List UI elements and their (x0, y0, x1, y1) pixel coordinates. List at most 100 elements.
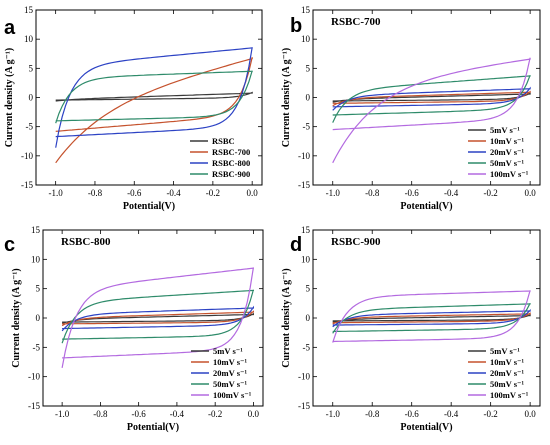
x-tick-label: -0.4 (444, 409, 459, 419)
x-tick-label: -1.0 (55, 409, 70, 419)
series-curve-3 (332, 303, 531, 334)
series-curve-4 (61, 267, 254, 369)
y-axis-label: Current density (A g⁻¹) (281, 268, 292, 367)
x-axis-label: Potential(V) (123, 201, 175, 212)
x-tick-label: -0.8 (365, 188, 380, 198)
legend-label: 5mV s⁻¹ (213, 346, 243, 356)
x-tick-label: -1.0 (326, 409, 341, 419)
x-tick-label: -1.0 (49, 188, 64, 198)
series-curve-3 (61, 289, 254, 344)
x-tick-label: -0.2 (206, 188, 220, 198)
y-tick-label: -15 (28, 401, 40, 411)
y-tick-label: 10 (301, 34, 311, 44)
chart-panel-b: -15 -10 -5 0 5 10 15 -1.0 -0.8 -0.6 -0.4 -0.2 0.0 Pot… (281, 5, 541, 212)
panel-title: RSBC-700 (331, 16, 381, 28)
series-curve-1 (55, 57, 253, 164)
y-tick-label: 5 (306, 63, 311, 73)
panel-label: a (4, 17, 16, 39)
series-curve-1 (332, 90, 531, 107)
y-tick-label: 10 (31, 254, 41, 264)
y-tick-label: 15 (301, 225, 311, 235)
y-tick-label: 10 (301, 254, 311, 264)
x-tick-label: -0.8 (93, 409, 108, 419)
series-curve-0 (332, 314, 531, 323)
series-curve-1 (61, 310, 254, 327)
y-tick-label: 15 (24, 5, 34, 15)
y-tick-label: -15 (298, 401, 310, 411)
y-tick-label: -10 (28, 372, 40, 382)
panel-label: c (4, 234, 15, 256)
panel-label: b (290, 15, 302, 37)
series-curve-0 (332, 92, 531, 103)
legend-label: RSBC-700 (212, 147, 250, 157)
x-axis-label: Potential(V) (400, 422, 452, 433)
series-curve-2 (332, 309, 531, 328)
y-tick-label: -5 (26, 122, 34, 132)
panel-title: RSBC-800 (61, 236, 111, 248)
x-tick-label: -0.8 (88, 188, 103, 198)
panel-label: d (290, 234, 302, 256)
x-tick-label: -1.0 (326, 188, 341, 198)
y-tick-label: 0 (36, 313, 41, 323)
chart-panel-c: -15 -10 -5 0 5 10 15 -1.0 -0.8 -0.6 -0.4 -0.2 0.0 Pot… (4, 225, 264, 433)
legend-label: 5mV s⁻¹ (490, 125, 520, 135)
series-curve-2 (61, 305, 254, 332)
y-tick-label: -5 (303, 122, 311, 132)
legend-label: 50mV s⁻¹ (490, 379, 524, 389)
series-curve-3 (332, 75, 531, 123)
y-tick-label: -10 (298, 372, 310, 382)
legend-label: 10mV s⁻¹ (490, 357, 524, 367)
y-axis-label: Current density (A g⁻¹) (281, 48, 292, 147)
legend-label: RSBC-900 (212, 169, 250, 179)
x-tick-label: -0.8 (365, 409, 380, 419)
series-curve-0 (55, 91, 253, 102)
x-tick-label: 0.0 (248, 409, 260, 419)
x-tick-label: -0.6 (127, 188, 142, 198)
panel-title: RSBC-900 (331, 236, 381, 248)
legend-label: RSBC-800 (212, 158, 250, 168)
y-tick-label: -5 (303, 342, 311, 352)
y-tick-label: -5 (33, 342, 41, 352)
legend-label: 100mV s⁻¹ (490, 390, 529, 400)
x-tick-label: -0.6 (132, 409, 147, 419)
x-tick-label: -0.2 (484, 409, 498, 419)
series-curve-1 (332, 312, 531, 325)
x-tick-label: -0.4 (444, 188, 459, 198)
legend-label: RSBC (212, 136, 235, 146)
x-tick-label: 0.0 (247, 188, 259, 198)
legend-label: 10mV s⁻¹ (213, 357, 247, 367)
series-curve-4 (332, 57, 531, 164)
chart-panel-a: -15 -10 -5 0 5 10 15 -1.0 -0.8 -0.6 -0.4 -0.2 0.0 Pot… (4, 5, 263, 212)
x-tick-label: -0.4 (170, 409, 185, 419)
y-tick-label: 15 (301, 5, 311, 15)
series-curve-3 (55, 70, 253, 124)
y-tick-label: 5 (306, 284, 311, 294)
series-curve-4 (332, 290, 531, 343)
y-tick-label: -10 (21, 151, 33, 161)
x-axis-label: Potential(V) (400, 201, 452, 212)
series-curve-0 (61, 312, 254, 324)
y-tick-label: -15 (298, 180, 310, 190)
legend-label: 100mV s⁻¹ (213, 390, 252, 400)
y-tick-label: -10 (298, 151, 310, 161)
series-curve-2 (55, 47, 253, 148)
y-tick-label: 0 (29, 93, 34, 103)
y-tick-label: 15 (31, 225, 41, 235)
y-tick-label: -15 (21, 180, 33, 190)
chart-panel-d: -15 -10 -5 0 5 10 15 -1.0 -0.8 -0.6 -0.4 -0.2 0.0 Pot… (281, 225, 541, 433)
legend-label: 20mV s⁻¹ (490, 147, 524, 157)
x-tick-label: -0.2 (208, 409, 222, 419)
y-tick-label: 10 (24, 34, 34, 44)
y-tick-label: 0 (306, 313, 311, 323)
x-axis-label: Potential(V) (127, 422, 179, 433)
x-tick-label: -0.6 (405, 409, 420, 419)
y-axis-label: Current density (A g⁻¹) (4, 48, 15, 147)
legend-label: 5mV s⁻¹ (490, 346, 520, 356)
legend-label: 50mV s⁻¹ (213, 379, 247, 389)
x-tick-label: -0.2 (484, 188, 498, 198)
x-tick-label: -0.6 (405, 188, 420, 198)
legend-label: 50mV s⁻¹ (490, 158, 524, 168)
y-tick-label: 0 (306, 93, 311, 103)
x-tick-label: -0.4 (166, 188, 181, 198)
